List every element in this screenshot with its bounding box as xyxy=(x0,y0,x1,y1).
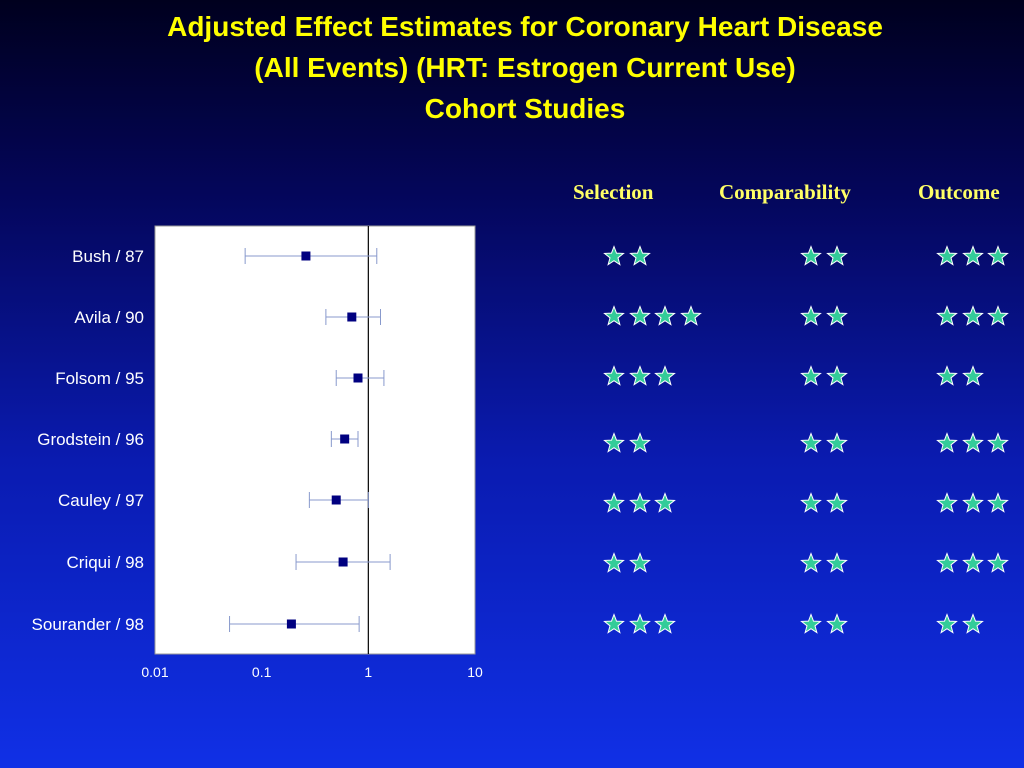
header-selection: Selection xyxy=(573,180,654,204)
star-icon xyxy=(961,432,984,458)
header-outcome: Outcome xyxy=(918,180,1000,204)
star-icon xyxy=(987,305,1009,331)
star-icon xyxy=(825,432,848,458)
study-label: Grodstein / 96 xyxy=(37,430,144,449)
star-icon xyxy=(825,365,848,391)
star-icon xyxy=(825,492,848,518)
point-estimate xyxy=(340,434,350,444)
star-icon xyxy=(961,305,984,331)
star-icon xyxy=(628,613,651,639)
star-icon xyxy=(987,552,1009,578)
star-icon xyxy=(800,365,822,391)
study-label: Bush / 87 xyxy=(72,247,144,266)
star-icon xyxy=(628,245,651,271)
star-icon xyxy=(825,613,848,639)
study-label: Avila / 90 xyxy=(74,308,144,327)
study-label: Cauley / 97 xyxy=(58,491,144,510)
star-icon xyxy=(936,305,958,331)
star-icon xyxy=(800,552,822,578)
star-icon xyxy=(654,492,676,518)
star-icon xyxy=(936,552,958,578)
title-line-2: (All Events) (HRT: Estrogen Current Use) xyxy=(254,52,796,83)
star-icon xyxy=(679,305,702,331)
star-icon xyxy=(936,432,958,458)
x-tick-label: 10 xyxy=(467,664,483,680)
star-icon xyxy=(603,492,625,518)
star-icon xyxy=(603,552,625,578)
x-tick-label: 1 xyxy=(364,664,372,680)
star-icon xyxy=(825,305,848,331)
star-icon xyxy=(961,365,984,391)
star-icon xyxy=(987,432,1009,458)
star-icon xyxy=(628,365,651,391)
star-icon xyxy=(628,552,651,578)
star-icon xyxy=(800,432,822,458)
point-estimate xyxy=(301,251,311,261)
star-icon xyxy=(987,245,1009,271)
star-icon xyxy=(936,492,958,518)
star-icon xyxy=(936,245,958,271)
x-tick-label: 0.1 xyxy=(252,664,272,680)
plot-area xyxy=(154,225,476,655)
star-icon xyxy=(800,245,822,271)
star-icon xyxy=(800,613,822,639)
star-icon xyxy=(936,613,958,639)
star-icon xyxy=(603,432,625,458)
title-line-3: Cohort Studies xyxy=(424,93,626,124)
star-icon xyxy=(961,245,984,271)
star-icon xyxy=(628,432,651,458)
star-icon xyxy=(987,492,1009,518)
star-icon xyxy=(825,245,848,271)
star-icon xyxy=(800,492,822,518)
star-icon xyxy=(825,552,848,578)
star-icon xyxy=(654,613,676,639)
study-label: Sourander / 98 xyxy=(32,615,144,634)
point-estimate xyxy=(331,495,341,505)
star-icon xyxy=(603,365,625,391)
star-icon xyxy=(628,492,651,518)
star-icon xyxy=(800,305,822,331)
star-icon xyxy=(603,245,625,271)
study-label: Criqui / 98 xyxy=(67,553,144,572)
star-icon xyxy=(961,552,984,578)
star-icon xyxy=(603,613,625,639)
star-icon xyxy=(936,365,958,391)
point-estimate xyxy=(338,557,348,567)
header-comparability: Comparability xyxy=(719,180,851,204)
point-estimate xyxy=(353,373,363,383)
study-label: Folsom / 95 xyxy=(55,369,144,388)
point-estimate xyxy=(347,312,357,322)
point-estimate xyxy=(286,619,296,629)
star-icon xyxy=(961,613,984,639)
star-icon xyxy=(654,305,676,331)
star-icon xyxy=(628,305,651,331)
star-icon xyxy=(603,305,625,331)
star-icon xyxy=(961,492,984,518)
title-line-1: Adjusted Effect Estimates for Coronary H… xyxy=(167,11,883,42)
x-tick-label: 0.01 xyxy=(141,664,168,680)
slide-title: Adjusted Effect Estimates for Coronary H… xyxy=(0,6,1024,129)
star-icon xyxy=(654,365,676,391)
